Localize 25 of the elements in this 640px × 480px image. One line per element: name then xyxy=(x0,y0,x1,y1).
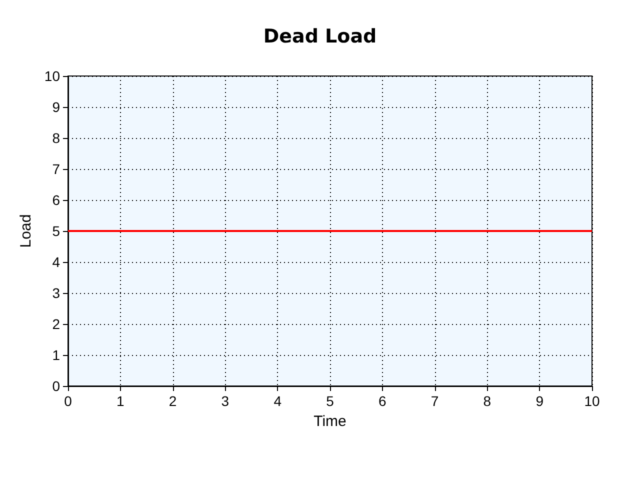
y-tick-label: 3 xyxy=(52,285,60,301)
y-tick-label: 5 xyxy=(52,223,60,239)
x-tick-label: 10 xyxy=(584,393,600,409)
x-tick-label: 5 xyxy=(326,393,334,409)
x-tick-label: 7 xyxy=(430,393,439,409)
x-tick-label: 0 xyxy=(64,393,72,409)
chart-title: Dead Load xyxy=(263,26,377,48)
x-tick-label: 1 xyxy=(116,393,124,409)
y-tick-label: 4 xyxy=(52,254,60,270)
x-tick-label: 3 xyxy=(221,393,230,409)
y-tick-label: 2 xyxy=(52,316,60,332)
y-axis-title: Load xyxy=(18,214,35,248)
x-tick-label: 9 xyxy=(536,393,544,409)
y-tick-label: 8 xyxy=(52,130,60,146)
x-tick-label: 2 xyxy=(168,393,177,409)
y-tick-label: 1 xyxy=(52,347,60,363)
y-tick-label: 7 xyxy=(52,161,60,177)
x-tick-label: 8 xyxy=(483,393,492,409)
x-tick-label: 6 xyxy=(378,393,386,409)
y-tick-label: 9 xyxy=(52,99,60,115)
y-tick-label: 6 xyxy=(52,192,60,208)
y-tick-label: 10 xyxy=(44,68,60,84)
y-tick-label: 0 xyxy=(52,378,60,394)
x-tick-label: 4 xyxy=(274,393,282,409)
x-axis-title: Time xyxy=(314,413,346,430)
